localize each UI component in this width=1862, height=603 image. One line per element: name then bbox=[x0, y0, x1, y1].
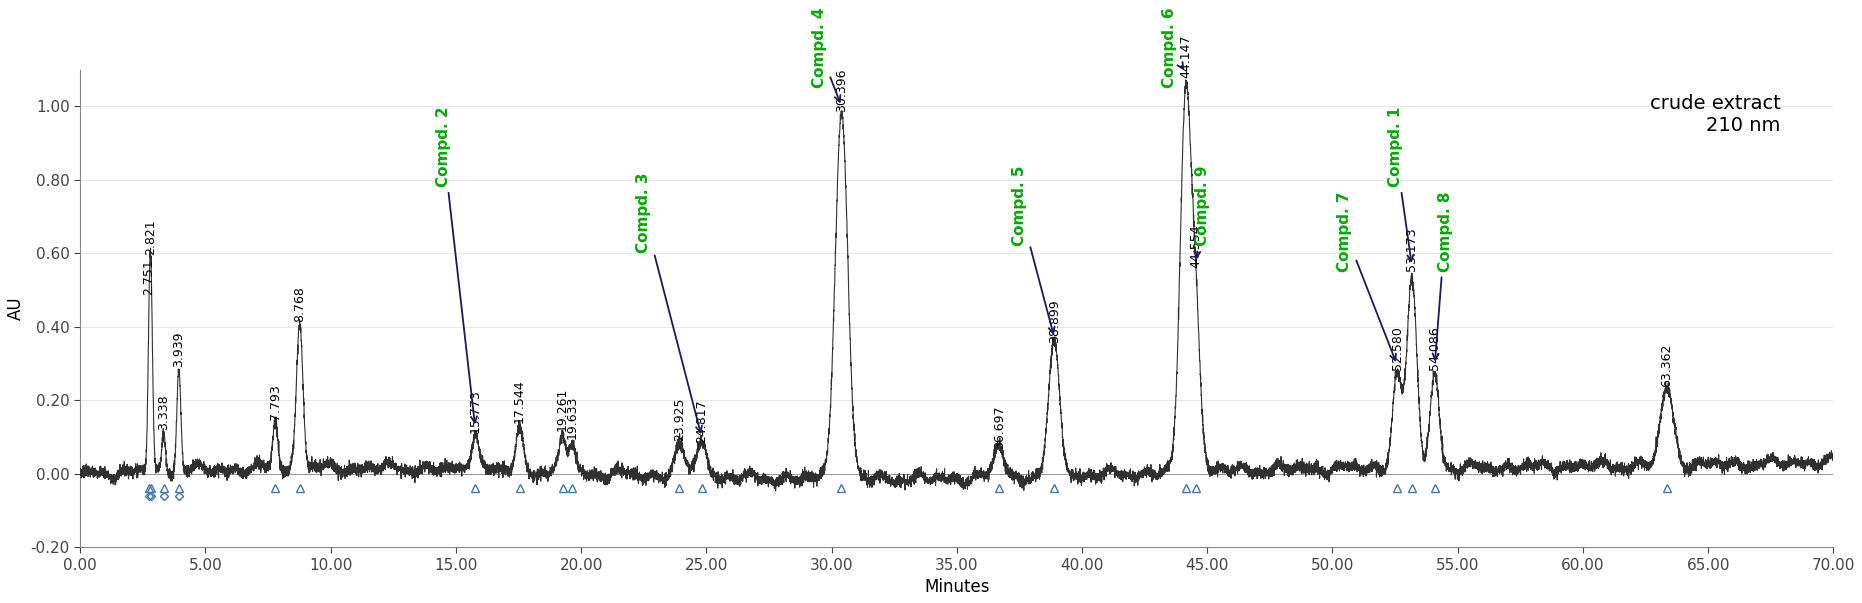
Text: 3.338: 3.338 bbox=[156, 394, 169, 430]
Text: 30.396: 30.396 bbox=[834, 68, 847, 112]
Text: 44.554: 44.554 bbox=[1190, 224, 1203, 268]
Text: 24.817: 24.817 bbox=[695, 399, 708, 443]
Text: 8.768: 8.768 bbox=[294, 286, 305, 322]
Text: 19.633: 19.633 bbox=[566, 396, 579, 439]
Text: Compd. 1: Compd. 1 bbox=[1387, 107, 1413, 261]
Text: Compd. 3: Compd. 3 bbox=[637, 173, 702, 432]
Text: Compd. 2: Compd. 2 bbox=[436, 107, 477, 423]
Text: 54.086: 54.086 bbox=[1428, 326, 1441, 370]
Text: 19.261: 19.261 bbox=[557, 388, 570, 431]
Text: 36.697: 36.697 bbox=[992, 405, 1005, 449]
Text: Compd. 7: Compd. 7 bbox=[1337, 191, 1396, 361]
Text: Compd. 4: Compd. 4 bbox=[812, 8, 840, 102]
Text: 38.899: 38.899 bbox=[1048, 300, 1061, 343]
Text: 17.544: 17.544 bbox=[514, 379, 527, 423]
Text: 23.925: 23.925 bbox=[672, 397, 685, 441]
Text: Compd. 9: Compd. 9 bbox=[1194, 165, 1210, 257]
Text: 15.773: 15.773 bbox=[469, 389, 482, 433]
Text: Compd. 6: Compd. 6 bbox=[1162, 7, 1182, 88]
Text: Compd. 8: Compd. 8 bbox=[1432, 191, 1452, 360]
Text: 2.821: 2.821 bbox=[145, 219, 156, 254]
Text: 3.939: 3.939 bbox=[173, 332, 186, 367]
Text: 63.362: 63.362 bbox=[1661, 344, 1674, 387]
Text: 2.751: 2.751 bbox=[143, 259, 156, 295]
X-axis label: Minutes: Minutes bbox=[924, 578, 989, 596]
Text: 44.147: 44.147 bbox=[1179, 35, 1192, 78]
Text: Compd. 5: Compd. 5 bbox=[1011, 165, 1054, 333]
Text: 52.580: 52.580 bbox=[1391, 326, 1404, 370]
Text: 7.793: 7.793 bbox=[268, 385, 281, 420]
Text: 53.173: 53.173 bbox=[1406, 228, 1419, 271]
Text: crude extract
210 nm: crude extract 210 nm bbox=[1650, 93, 1780, 134]
Y-axis label: AU: AU bbox=[7, 297, 24, 320]
